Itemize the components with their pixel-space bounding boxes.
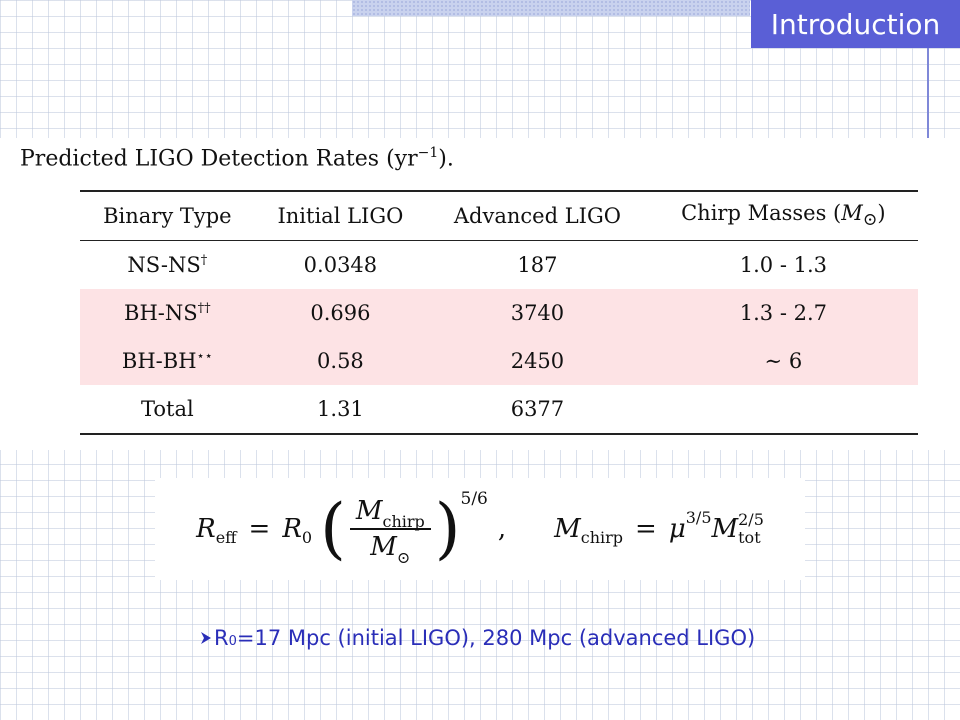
cell-initial: 0.0348 [303,253,378,277]
formula-r0-sub: 0 [301,527,313,547]
header-chirp-masses: Chirp Masses (M⊙) [649,191,918,241]
cell-binary-type: Total [80,385,255,434]
title-bar-strip [352,0,750,16]
formula-mchirp-sub: chirp [580,527,624,547]
table-caption: Predicted LIGO Detection Rates (yr−1). [20,145,454,171]
numerator-m: M [355,496,383,526]
table-row: Total 1.31 6377 [80,385,918,434]
footnote-mark: † [200,253,208,268]
formula-equals: = [248,514,271,544]
cell-advanced: 2450 [426,337,649,385]
formula-reff-sub: eff [215,527,237,547]
caption-text: Predicted LIGO Detection Rates (yr [20,146,418,172]
formula-paren-close: ) [434,490,461,567]
cell-initial: 1.31 [317,397,364,421]
header-chirp-label: Chirp Masses ( [681,201,842,226]
fraction-denominator: M⊙ [370,530,410,567]
numerator-sub: chirp [382,512,425,531]
header-initial-ligo: Initial LIGO [277,204,404,228]
caption-exponent: −1 [417,145,439,161]
header-mass-sub: ⊙ [862,210,878,231]
formula-equals-2: = [635,514,657,544]
binary-type-text: BH-NS [124,301,198,325]
cell-advanced: 187 [517,253,558,277]
cell-chirp: 1.3 - 2.7 [648,289,918,337]
formula-comma: , [497,514,507,544]
slide-title-text: Introduction [770,7,941,41]
formula-paren-open: ( [320,490,346,567]
binary-type-text: Total [141,397,194,421]
formula-r0: R [282,514,302,544]
table-row: NS-NS† 0.0348 187 1.0 - 1.3 [80,241,918,290]
denominator-m: M [370,532,397,562]
cell-initial: 0.696 [254,289,427,337]
formula-mu-exp: 3/5 [685,507,712,527]
mtot-exponent: 2/5 [738,510,764,530]
formula-mu: μ [668,514,686,544]
r0-bullet: R 0 =17 Mpc (initial LIGO), 280 Mpc (advan… [200,626,755,650]
cell-binary-type: BH-NS†† [80,289,255,337]
header-mass-symbol: M [841,201,863,226]
binary-type-text: BH-BH [121,349,197,373]
formula-exponent: 5/6 [460,489,488,509]
cell-initial: 0.58 [254,337,427,385]
mtot-subscript: tot [738,528,761,547]
title-accent-line [927,48,929,140]
fraction-numerator: Mchirp [349,496,431,531]
caption-end: ). [438,146,454,172]
table-header-row: Binary Type Initial LIGO Advanced LIGO C… [80,191,918,241]
slide-title: Introduction [751,0,960,48]
formula-mchirp: M [554,514,581,544]
bullet-prefix: R [214,626,229,650]
table-row: BH-BH⋆⋆ 0.58 2450 ∼ 6 [80,337,918,385]
bullet-prefix-sub: 0 [228,634,237,649]
cell-binary-type: NS-NS† [80,241,255,290]
header-close-paren: ) [877,201,886,226]
cell-chirp: 1.0 - 1.3 [739,253,827,277]
arrow-bullet-icon [201,632,211,644]
cell-advanced: 6377 [510,397,565,421]
binary-type-text: NS-NS [127,253,201,277]
detection-rates-table: Binary Type Initial LIGO Advanced LIGO C… [80,190,918,435]
cell-chirp: ∼ 6 [648,337,918,385]
formula-fraction: Mchirp M⊙ [349,496,431,567]
table-row: BH-NS†† 0.696 3740 1.3 - 2.7 [80,289,918,337]
cell-chirp [649,385,918,434]
formula-reff: R [196,514,216,544]
formula-mtot: M [711,514,739,544]
denominator-sub: ⊙ [396,548,411,567]
cell-advanced: 3740 [426,289,649,337]
footnote-mark: †† [197,301,211,316]
cell-binary-type: BH-BH⋆⋆ [80,337,255,385]
header-binary-type: Binary Type [103,204,232,228]
header-advanced-ligo: Advanced LIGO [453,204,621,228]
footnote-mark: ⋆⋆ [196,349,213,364]
formula-mtot-scripts: 2/5 tot [738,511,764,546]
bullet-text: =17 Mpc (initial LIGO), 280 Mpc (advance… [236,626,756,650]
